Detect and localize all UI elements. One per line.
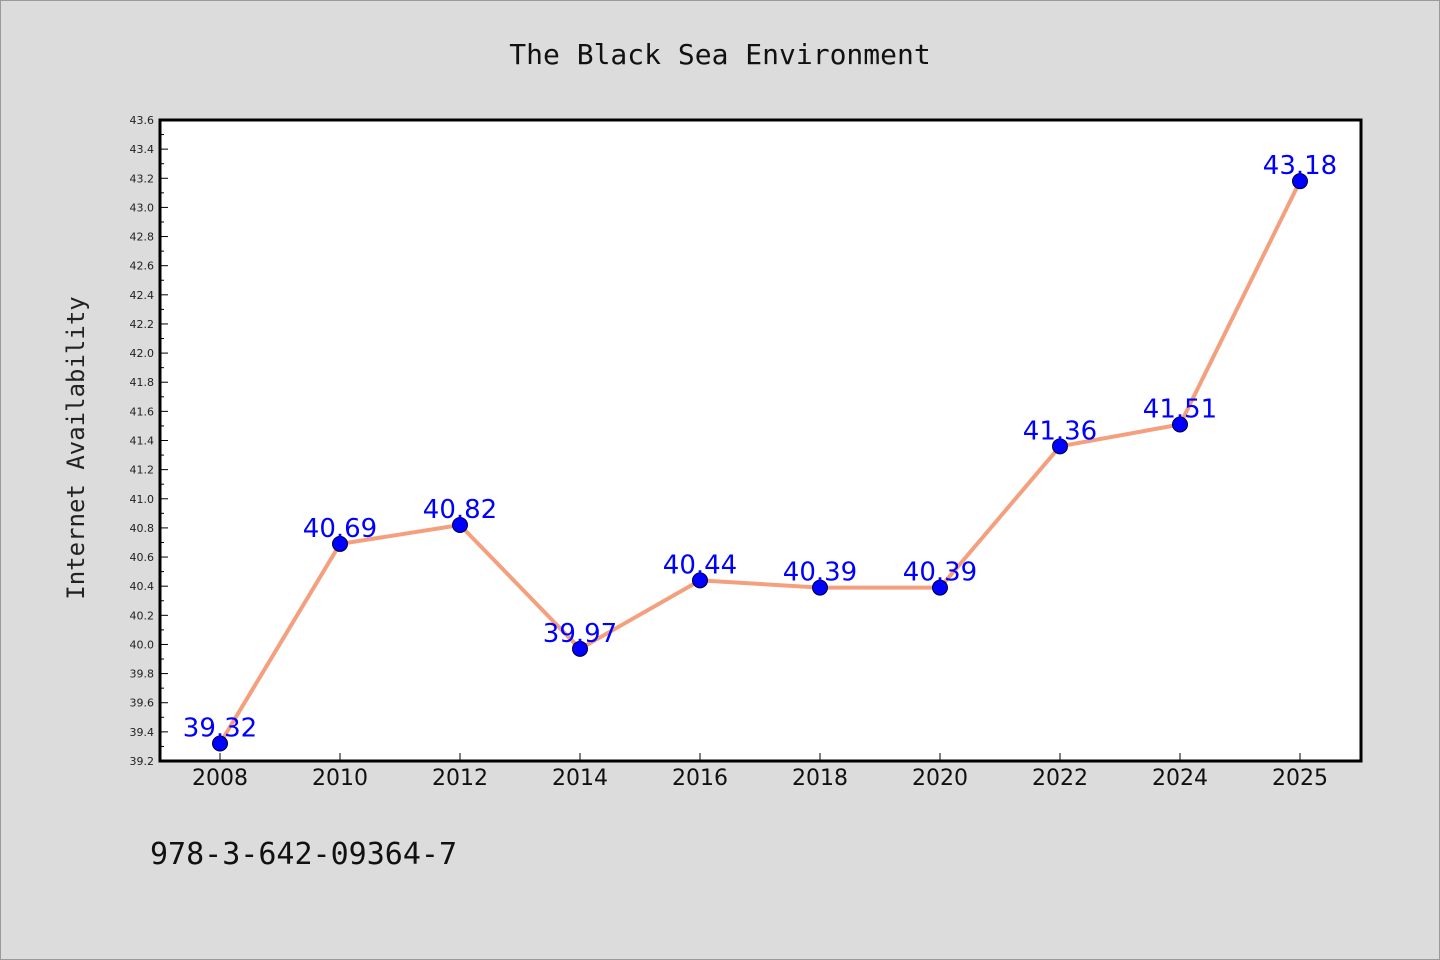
- y-axis-label: Internet Availability: [62, 296, 90, 599]
- data-point: [572, 640, 588, 657]
- y-tick-label: 40.2: [130, 609, 155, 622]
- y-tick-label: 40.6: [130, 551, 155, 564]
- data-label: 40.44: [663, 550, 737, 580]
- x-tick-label: 2010: [312, 766, 368, 791]
- data-label: 41.36: [1023, 416, 1097, 446]
- y-tick-label: 43.0: [130, 201, 155, 214]
- data-label: 39.97: [543, 619, 617, 649]
- y-tick-label: 39.8: [130, 668, 155, 681]
- y-tick-label: 40.0: [130, 638, 155, 651]
- y-tick-label: 41.0: [130, 493, 155, 506]
- y-tick-label: 42.8: [130, 231, 155, 244]
- y-tick-label: 40.4: [130, 580, 155, 593]
- data-point: [452, 516, 468, 533]
- data-label: 40.69: [303, 514, 377, 544]
- y-tick-label: 43.4: [130, 143, 155, 156]
- x-tick-label: 2016: [672, 766, 728, 791]
- data-label: 40.39: [903, 558, 977, 588]
- data-point: [212, 735, 228, 752]
- y-tick-label: 42.0: [130, 347, 155, 360]
- y-tick-label: 39.2: [130, 755, 155, 768]
- x-tick-label: 2020: [912, 766, 968, 791]
- x-tick-label: 2022: [1032, 766, 1088, 791]
- data-point: [1292, 173, 1308, 190]
- x-tick-label: 2018: [792, 766, 848, 791]
- y-tick-label: 41.4: [130, 435, 155, 448]
- y-tick-label: 41.8: [130, 376, 155, 389]
- data-label: 40.39: [783, 558, 857, 588]
- data-label: 43.18: [1263, 151, 1337, 181]
- y-tick-label: 39.6: [130, 697, 155, 710]
- chart-title: The Black Sea Environment: [509, 38, 930, 71]
- data-point: [692, 572, 708, 589]
- data-point: [812, 579, 828, 596]
- x-axis-ticks: 2008 2010 2012 2014 2016 2018 2020 2022 2024 2025: [192, 753, 1328, 791]
- data-point: [1172, 416, 1188, 433]
- y-tick-label: 43.2: [130, 172, 155, 185]
- y-tick-label: 41.6: [130, 405, 155, 418]
- y-axis-ticks: 39.2 39.4 39.6 39.8 40.0 40.2 40.4 40.6 40.8 41.0…: [130, 114, 168, 768]
- y-tick-label: 42.4: [130, 289, 155, 302]
- y-tick-label: 43.6: [130, 114, 155, 127]
- data-label: 39.32: [183, 714, 257, 744]
- x-tick-label: 2012: [432, 766, 488, 791]
- footer-code: 978-3-642-09364-7: [150, 837, 457, 872]
- y-tick-label: 42.6: [130, 260, 155, 273]
- plot-area: [158, 118, 1363, 763]
- y-tick-label: 40.8: [130, 522, 155, 535]
- x-tick-label: 2024: [1152, 766, 1208, 791]
- x-tick-label: 2025: [1272, 766, 1328, 791]
- series-line: [218, 180, 1302, 745]
- data-point: [932, 579, 948, 596]
- data-label: 41.51: [1143, 394, 1217, 424]
- data-label: 40.82: [423, 495, 497, 525]
- y-tick-label: 42.2: [130, 318, 155, 331]
- x-tick-label: 2008: [192, 766, 248, 791]
- data-point: [1052, 438, 1068, 455]
- y-tick-label: 41.2: [130, 464, 155, 477]
- series: 39.32 40.69 40.82 39.97 40.44 40.39 40.39 41.36…: [183, 151, 1337, 752]
- y-tick-label: 39.4: [130, 726, 155, 739]
- x-tick-label: 2014: [552, 766, 608, 791]
- data-point: [332, 535, 348, 552]
